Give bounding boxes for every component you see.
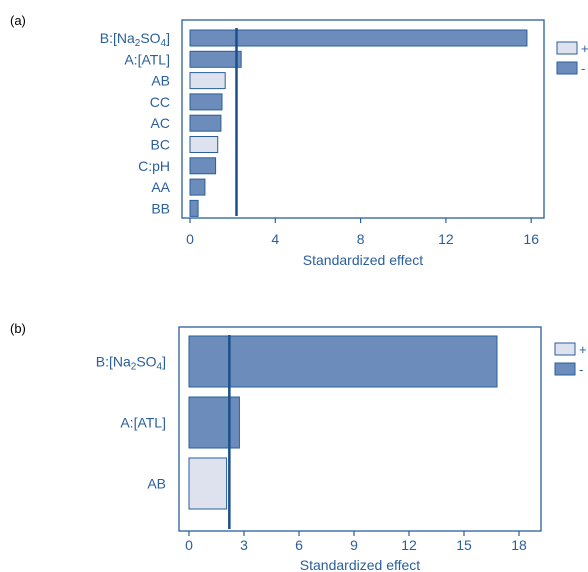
category-label-a-0: B:[Na2SO4] xyxy=(100,30,170,49)
legend-label-b-positive: + xyxy=(579,342,587,357)
category-label-a-7: AA xyxy=(151,179,170,195)
bar-b-1 xyxy=(188,396,240,449)
category-label-b-1: A:[ATL] xyxy=(120,415,166,431)
x-tick-label-a-0: 0 xyxy=(186,231,194,247)
category-label-a-6: C:pH xyxy=(138,158,170,174)
legend-swatch-b-positive xyxy=(554,342,576,356)
bar-a-5 xyxy=(189,136,219,153)
legend-swatch-a-positive xyxy=(556,41,578,55)
category-label-a-5: BC xyxy=(151,137,170,153)
category-label-b-0: B:[Na2SO4] xyxy=(96,354,166,373)
legend-label-a-negative: - xyxy=(581,61,585,76)
category-label-a-4: AC xyxy=(151,115,170,131)
bar-a-4 xyxy=(189,114,222,132)
panel-label-b: (b) xyxy=(10,321,26,336)
category-label-a-2: AB xyxy=(151,73,170,89)
category-label-a-3: CC xyxy=(150,94,170,110)
panel-b: (b) B:[Na2SO4] A:[ATL] AB 0 3 6 9 12 15 18 Standard… xyxy=(10,321,587,572)
x-tick-label-b-1: 3 xyxy=(240,537,248,553)
legend-swatch-a-negative xyxy=(556,61,578,75)
bar-a-1 xyxy=(189,50,242,68)
x-tick-label-b-5: 15 xyxy=(456,537,472,553)
panel-a: (a) B:[Na2SO4] A:[ATL] AB CC AC BC C:pH AA BB 0 4 8 1… xyxy=(10,13,588,268)
x-tick-label-a-2: 8 xyxy=(357,231,365,247)
bar-a-7 xyxy=(189,178,206,196)
x-tick-label-b-3: 9 xyxy=(350,537,358,553)
category-label-a-8: BB xyxy=(151,200,170,216)
bar-a-8 xyxy=(189,199,199,217)
category-label-a-1: A:[ATL] xyxy=(124,51,170,67)
bar-a-6 xyxy=(189,157,217,175)
x-tick-label-a-1: 4 xyxy=(271,231,279,247)
plot-frame-a xyxy=(181,19,545,219)
legend-swatch-b-negative xyxy=(554,362,576,376)
x-tick-label-b-2: 6 xyxy=(295,537,303,553)
category-label-b-2: AB xyxy=(147,476,166,492)
legend-label-b-negative: - xyxy=(579,362,583,377)
bar-a-3 xyxy=(189,93,223,111)
x-tick-label-a-4: 16 xyxy=(523,231,539,247)
x-axis-title-b: Standardized effect xyxy=(300,557,420,572)
panel-label-a: (a) xyxy=(10,13,26,28)
bar-a-2 xyxy=(189,72,226,90)
bar-b-0 xyxy=(188,335,498,388)
x-tick-label-b-0: 0 xyxy=(185,537,193,553)
legend-label-a-positive: + xyxy=(581,41,588,56)
x-tick-label-b-6: 18 xyxy=(511,537,527,553)
x-tick-label-a-3: 12 xyxy=(438,231,454,247)
bar-a-0 xyxy=(189,29,528,47)
x-axis-title-a: Standardized effect xyxy=(303,252,423,268)
x-tick-label-b-4: 12 xyxy=(401,537,417,553)
bar-b-2 xyxy=(188,457,228,510)
plot-frame-b xyxy=(178,326,542,532)
